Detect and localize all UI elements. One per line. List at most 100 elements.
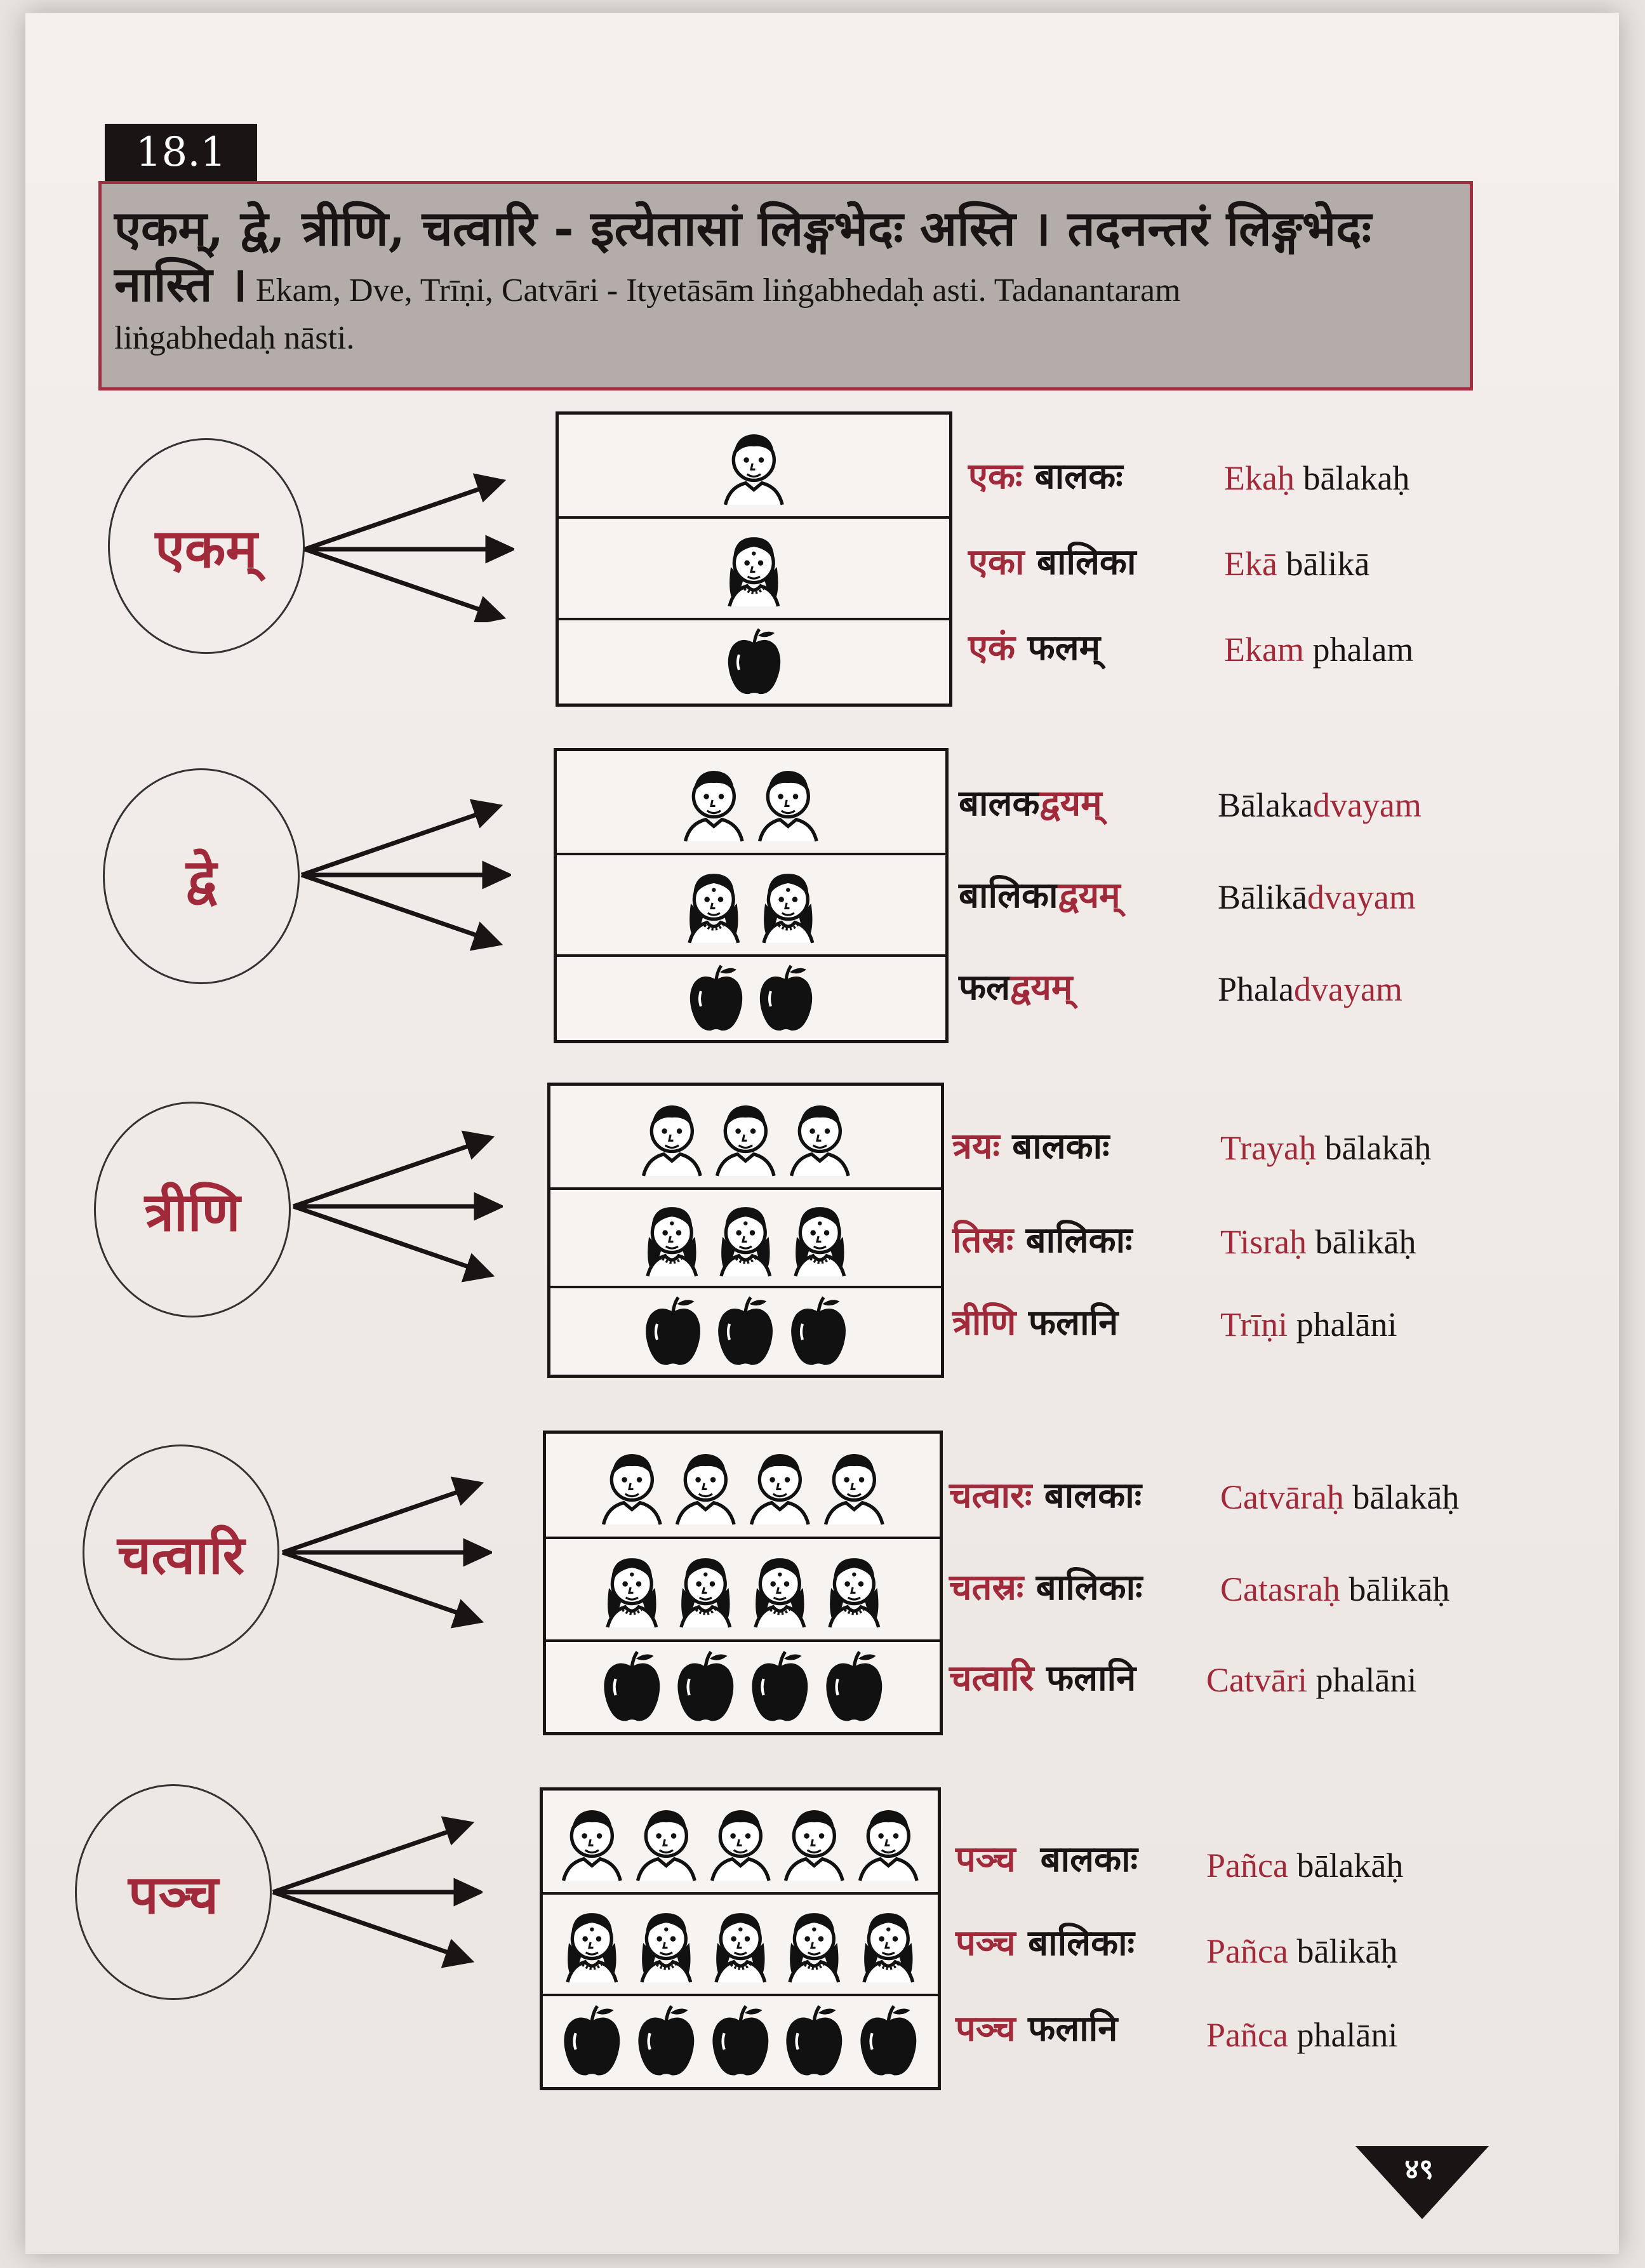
- label-red-part: Ekā: [1224, 545, 1277, 583]
- label-dark-part: बालकाः: [1040, 1838, 1138, 1880]
- label-devanagari: बालकद्वयम्: [959, 781, 1102, 825]
- page-number-badge: ४९: [1355, 2146, 1489, 2222]
- label-dark-part: bālakāḥ: [1352, 1478, 1460, 1516]
- label-red-part: Ekaḥ: [1224, 459, 1295, 497]
- arrows-catvari: [281, 1476, 492, 1629]
- label-red-part: dvayam: [1307, 878, 1416, 916]
- picture-row: [557, 853, 945, 957]
- label-dark-part: बालिकाः: [1036, 1566, 1143, 1608]
- label-roman: Bālikādvayam: [1218, 875, 1416, 919]
- label-dark-part: फलानि: [1046, 1657, 1136, 1699]
- numeral-circle-dve: द्वे: [103, 768, 300, 984]
- picture-row: [550, 1086, 941, 1190]
- picture-row: [543, 1994, 938, 2089]
- page-number: ४९: [1404, 2153, 1434, 2185]
- label-red-part: Trīṇi: [1220, 1305, 1288, 1344]
- label-red-part: पञ्च: [956, 1922, 1016, 1964]
- arrows-panca: [272, 1816, 483, 1968]
- picture-box-catvari: [543, 1431, 943, 1735]
- label-roman: Catvāraḥ bālakāḥ: [1220, 1475, 1459, 1519]
- header-box: एकम्, द्वे, त्रीणि, चत्वारि - इत्येतासां…: [98, 181, 1473, 390]
- label-dark-part: बालिकाः: [1028, 1922, 1135, 1964]
- label-dark-part: बालिकाः: [1025, 1219, 1133, 1261]
- picture-row: [559, 516, 949, 620]
- label-dark-part: phalāni: [1315, 1661, 1417, 1699]
- arrow-icon: [272, 1816, 483, 1968]
- label-red-part: Catvāri: [1206, 1661, 1307, 1699]
- header-devanagari-line2: नास्ति ।: [114, 256, 248, 312]
- label-devanagari: एका बालिका: [968, 540, 1136, 584]
- picture-row: [557, 954, 945, 1043]
- picture-box-dve: [554, 748, 949, 1043]
- apple-icon: [677, 1650, 734, 1721]
- arrow-icon: [292, 1130, 503, 1283]
- header-line2: नास्ति । Ekam, Dve, Trīṇi, Catvāri - Ity…: [114, 260, 1457, 314]
- apple-icon: [759, 964, 813, 1031]
- girl-icon: [679, 1558, 732, 1628]
- label-roman: Catvāri phalāni: [1206, 1658, 1416, 1702]
- triangle-marker-icon: [1355, 2146, 1489, 2219]
- label-dark-part: बालिका: [959, 874, 1058, 916]
- numeral-label: त्रीणि: [144, 1180, 241, 1243]
- label-dark-part: bālakāḥ: [1296, 1846, 1404, 1884]
- label-dark-part: फलम्: [1027, 627, 1101, 669]
- boy-icon: [749, 1453, 810, 1525]
- label-red-part: Catvāraḥ: [1220, 1478, 1344, 1516]
- label-roman: Tisraḥ bālikāḥ: [1220, 1220, 1416, 1264]
- section-number: 18.1: [105, 124, 257, 181]
- label-dark-part: बालकाः: [1012, 1125, 1110, 1167]
- label-dark-part: bālikāḥ: [1349, 1570, 1450, 1608]
- boy-icon: [858, 1810, 919, 1881]
- label-red-part: पञ्च: [956, 1838, 1016, 1880]
- label-dark-part: phalāni: [1296, 2016, 1398, 2054]
- numeral-circle-ekam: एकम्: [108, 438, 305, 654]
- girl-icon: [794, 1206, 846, 1277]
- label-dark-part: phalam: [1312, 630, 1414, 669]
- apple-icon: [826, 1650, 882, 1721]
- label-red-part: Pañca: [1206, 2016, 1288, 2054]
- label-dark-part: phalāni: [1296, 1305, 1397, 1344]
- label-devanagari: फलद्वयम्: [959, 965, 1072, 1010]
- header-roman-line3: liṅgabhedaḥ nāsti.: [114, 320, 355, 356]
- apple-icon: [604, 1650, 660, 1721]
- label-devanagari: एकं फलम्: [968, 625, 1100, 670]
- label-red-part: चत्वारः: [949, 1474, 1032, 1516]
- arrows-trini: [292, 1130, 503, 1283]
- boy-icon: [562, 1810, 623, 1881]
- label-dark-part: bālikāḥ: [1296, 1932, 1398, 1970]
- picture-row: [559, 415, 949, 519]
- label-red-part: Catasraḥ: [1220, 1570, 1340, 1608]
- label-devanagari: चत्वारि फलानि: [949, 1656, 1136, 1700]
- header-roman-line2: Ekam, Dve, Trīṇi, Catvāri - Ityetāsām li…: [255, 272, 1181, 309]
- label-roman: Trayaḥ bālakāḥ: [1220, 1126, 1431, 1170]
- label-devanagari: त्रीणि फलानि: [952, 1300, 1118, 1345]
- label-dark-part: बालकाः: [1044, 1474, 1142, 1516]
- boy-icon: [757, 770, 818, 842]
- picture-box-panca: [540, 1787, 941, 2090]
- numeral-circle-trini: त्रीणि: [94, 1102, 291, 1317]
- label-red-part: Ekam: [1224, 630, 1304, 669]
- label-roman: Ekaḥ bālakaḥ: [1224, 456, 1409, 500]
- apple-icon: [638, 2005, 695, 2076]
- boy-icon: [601, 1453, 662, 1525]
- apple-icon: [752, 1650, 808, 1721]
- label-red-part: द्वयम्: [1039, 782, 1102, 824]
- label-red-part: एकं: [968, 627, 1015, 669]
- girl-icon: [566, 1913, 618, 1983]
- arrows-dve: [300, 799, 511, 951]
- label-red-part: द्वयम्: [1058, 874, 1121, 916]
- apple-icon: [564, 2005, 620, 2076]
- label-red-part: एका: [968, 541, 1025, 583]
- label-dark-part: bālakaḥ: [1303, 459, 1410, 497]
- apple-icon: [860, 2005, 917, 2076]
- label-red-part: dvayam: [1293, 970, 1402, 1008]
- boy-icon: [676, 1453, 736, 1525]
- apple-icon: [790, 1296, 846, 1365]
- label-devanagari: चत्वारः बालकाः: [949, 1473, 1142, 1518]
- picture-row: [557, 751, 945, 855]
- label-roman: Pañca bālakāḥ: [1206, 1843, 1403, 1888]
- header-devanagari-line1: एकम्, द्वे, त्रीणि, चत्वारि - इत्येतासां…: [114, 200, 1371, 257]
- picture-row: [546, 1639, 940, 1735]
- picture-row: [559, 618, 949, 707]
- label-devanagari: पञ्च फलानि: [956, 2006, 1117, 2051]
